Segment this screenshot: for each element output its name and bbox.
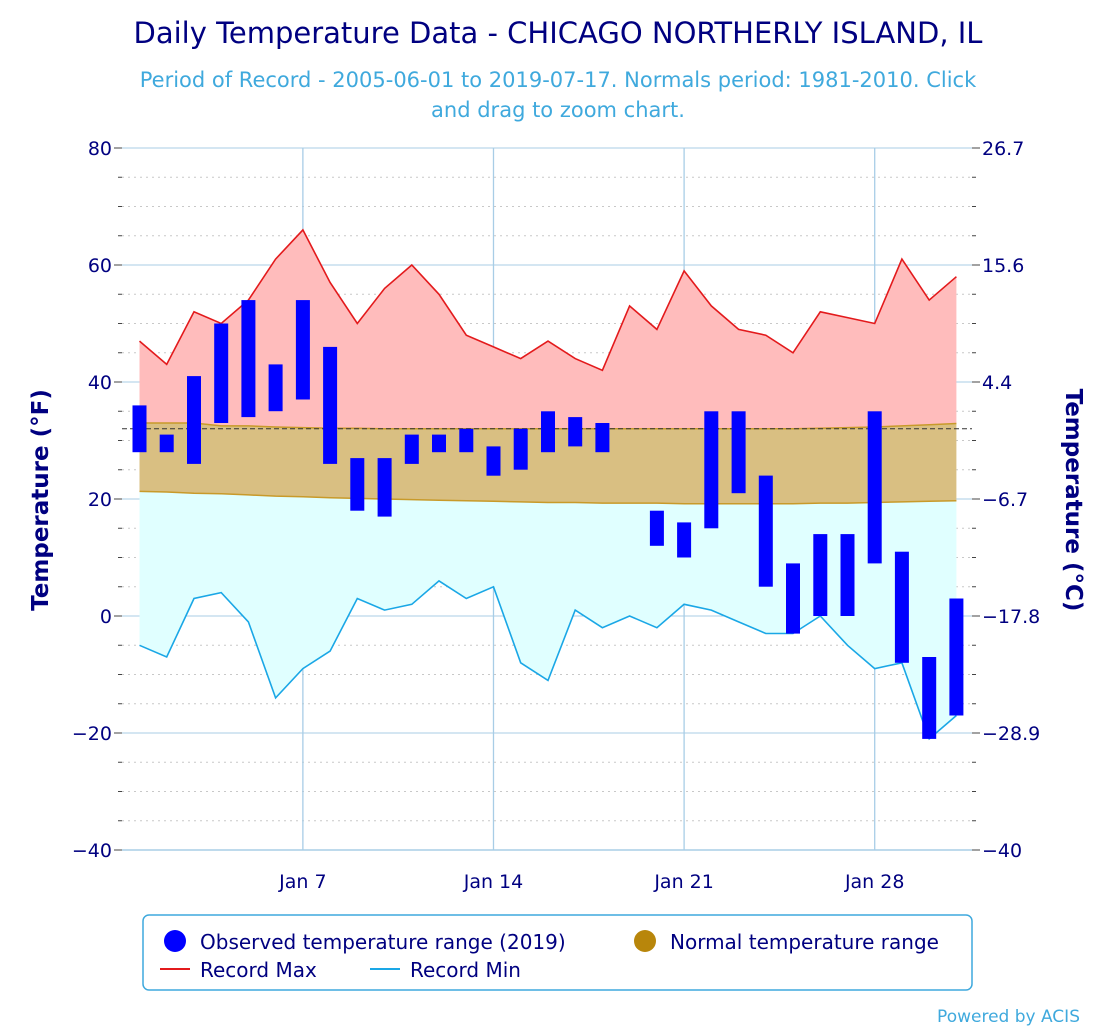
legend-item-label[interactable]: Observed temperature range (2019) <box>200 930 566 954</box>
observed-bar[interactable] <box>132 405 147 453</box>
observed-bar[interactable] <box>677 522 692 558</box>
y-tick-label-left: 40 <box>88 372 112 394</box>
y-tick-label-left: 20 <box>88 489 112 511</box>
normal-min-line <box>139 490 957 505</box>
y-tick-label-right: 15.6 <box>982 255 1024 277</box>
observed-bar[interactable] <box>486 446 501 476</box>
x-tick-label: Jan 14 <box>463 871 524 893</box>
y-tick-label-left: −40 <box>72 840 112 862</box>
y-tick-label-left: 0 <box>100 606 112 628</box>
legend-box <box>142 914 973 991</box>
y-tick-label-right: −28.9 <box>982 723 1040 745</box>
y-tick-label-right: 4.4 <box>982 372 1012 394</box>
observed-bar[interactable] <box>867 411 882 564</box>
observed-bar[interactable] <box>513 428 528 470</box>
observed-bars <box>132 300 964 739</box>
observed-bar[interactable] <box>432 434 446 453</box>
y-tick-label-left: −20 <box>72 723 112 745</box>
observed-bar[interactable] <box>159 434 174 453</box>
observed-bar[interactable] <box>187 376 201 464</box>
normal-range-area <box>139 423 957 504</box>
observed-bar[interactable] <box>404 434 419 464</box>
y-tick-label-right: −6.7 <box>982 489 1028 511</box>
observed-bar[interactable] <box>922 657 937 739</box>
observed-bar[interactable] <box>268 364 283 412</box>
record-max-area <box>139 229 957 429</box>
legend-item-label[interactable]: Record Max <box>200 958 317 982</box>
y-tick-label-right: 26.7 <box>982 138 1024 160</box>
chart-subtitle-line2: and drag to zoom chart. <box>431 98 685 122</box>
observed-bar[interactable] <box>295 300 310 400</box>
record-min-area <box>139 491 957 739</box>
chart-title: Daily Temperature Data - CHICAGO NORTHER… <box>134 16 983 50</box>
observed-bar[interactable] <box>350 458 365 511</box>
x-tick-label: Jan 28 <box>844 871 905 893</box>
observed-bar[interactable] <box>541 411 555 453</box>
y-axis-title-right: Temperature (°C) <box>1060 389 1086 612</box>
x-tick-label: Jan 7 <box>278 871 326 893</box>
chart-subtitle-line1: Period of Record - 2005-06-01 to 2019-07… <box>140 68 977 92</box>
observed-bar[interactable] <box>214 323 229 424</box>
observed-bar[interactable] <box>813 534 828 616</box>
legend-marker[interactable] <box>634 930 656 952</box>
y-tick-label-left: 80 <box>88 138 112 160</box>
observed-bar[interactable] <box>241 300 256 418</box>
observed-bar[interactable] <box>949 598 964 716</box>
y-tick-label-left: 60 <box>88 255 112 277</box>
y-axis-title-left: Temperature (°F) <box>28 389 54 611</box>
record-max-line <box>138 228 957 372</box>
observed-bar[interactable] <box>840 534 855 616</box>
observed-bar[interactable] <box>323 346 338 464</box>
observed-bar[interactable] <box>704 411 719 529</box>
y-tick-label-right: −40 <box>982 840 1022 862</box>
y-tick-label-right: −17.8 <box>982 606 1040 628</box>
observed-bar[interactable] <box>595 423 610 453</box>
observed-bar[interactable] <box>568 417 583 447</box>
legend: Observed temperature range (2019) Normal … <box>142 914 973 991</box>
observed-bar[interactable] <box>459 428 474 453</box>
legend-marker[interactable] <box>164 930 186 952</box>
x-tick-label: Jan 21 <box>653 871 714 893</box>
observed-bar[interactable] <box>758 475 773 587</box>
credit-link[interactable]: Powered by ACIS <box>937 1007 1080 1027</box>
observed-bar[interactable] <box>377 458 392 517</box>
observed-bar[interactable] <box>786 563 800 634</box>
legend-item-label[interactable]: Normal temperature range <box>670 930 939 954</box>
observed-bar[interactable] <box>894 551 909 663</box>
observed-bar[interactable] <box>731 411 746 494</box>
observed-bar[interactable] <box>649 510 664 546</box>
legend-item-label[interactable]: Record Min <box>410 958 521 982</box>
